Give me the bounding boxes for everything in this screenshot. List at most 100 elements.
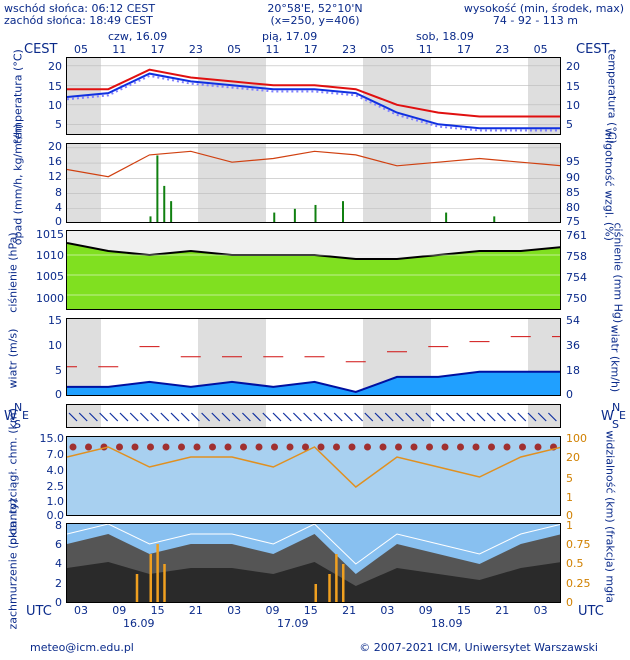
- wind-arrow: [333, 412, 343, 422]
- wind-arrow: [517, 412, 527, 422]
- precip-tick-3: 12: [48, 170, 62, 183]
- winddir-chart: [68, 412, 557, 422]
- compass-e-right: E: [619, 409, 626, 422]
- hour-tick-bottom: 21: [188, 604, 203, 617]
- wind-arrow: [109, 412, 119, 422]
- hour-tick-top: 23: [188, 43, 203, 56]
- hour-tick-bottom: 15: [150, 604, 165, 617]
- precip-panel: [66, 143, 561, 223]
- wind-arrow: [78, 412, 88, 422]
- rh-tick-2: 90: [566, 171, 580, 184]
- hour-tick-top: 11: [418, 43, 433, 56]
- hour-tick-bottom: 03: [74, 604, 88, 617]
- cloudcover-panel: [66, 523, 561, 603]
- wind-arrow: [313, 412, 323, 422]
- wind-arrow: [129, 412, 139, 422]
- compass-w-left: W: [4, 409, 17, 424]
- vis-ylabel-right: widzialność (km): [603, 430, 617, 523]
- date-bottom-2: 17.09: [277, 617, 309, 630]
- contact-email[interactable]: meteo@icm.edu.pl: [30, 641, 134, 654]
- cb-tick-1: 15.0: [39, 432, 65, 445]
- wind-arrow: [547, 412, 557, 422]
- wind-chart: [67, 336, 560, 395]
- wind-arrow: [190, 412, 200, 422]
- cloudcover-chart: [67, 524, 560, 602]
- cloud-top-dot: [240, 443, 247, 451]
- winddir-panel: [66, 404, 561, 428]
- cloud-top-dot: [85, 443, 92, 451]
- wind-arrow: [354, 412, 364, 422]
- coords-label: 20°58'E, 52°10'N: [267, 2, 363, 15]
- press-tick-4: 1000: [36, 292, 64, 305]
- wind-arrow: [537, 412, 547, 422]
- wind-arrow: [292, 412, 302, 422]
- wind-arrow: [180, 412, 190, 422]
- cloudbase-panel: [66, 436, 561, 516]
- hour-tick-top: 17: [457, 43, 471, 56]
- hour-tick-top: 05: [227, 43, 242, 56]
- compass-s-left: S: [14, 418, 21, 431]
- night-band: [362, 405, 432, 427]
- cloud-top-dot: [271, 443, 278, 451]
- wind-arrow: [88, 412, 98, 422]
- wind-arrow: [527, 412, 537, 422]
- cloud-top-dot: [193, 443, 201, 451]
- wind-arrow: [323, 412, 333, 422]
- cc-tick-5: 0: [55, 596, 62, 609]
- vis-tick-2: 20: [566, 451, 580, 464]
- grid-label: (x=250, y=406): [270, 14, 360, 27]
- rh-tick-4: 80: [566, 201, 580, 214]
- fog-bar: [135, 574, 139, 602]
- wind-arrow: [415, 412, 425, 422]
- cloud-top-dot: [503, 443, 511, 451]
- wind-arrow: [435, 412, 445, 422]
- height-label: wysokość (min, środek, max): [463, 2, 624, 15]
- height-values: 74 - 92 - 113 m: [492, 14, 578, 27]
- hour-tick-top: 17: [150, 43, 165, 56]
- tz-top-left: CEST: [24, 42, 58, 57]
- press-tick-r2: 758: [566, 250, 587, 263]
- wind-arrow: [231, 412, 241, 422]
- hour-tick-top: 11: [265, 43, 280, 56]
- night-band: [67, 405, 102, 427]
- cloud-top-dot: [178, 443, 185, 451]
- press-tick-r3: 754: [566, 271, 587, 284]
- wind-tick-r3: 18: [566, 364, 580, 377]
- wind-arrow: [211, 412, 221, 422]
- rh-tick-1: 95: [566, 155, 580, 168]
- pressure-panel: [66, 230, 561, 310]
- wind-tick-4: 0: [55, 388, 62, 401]
- precip-tick-5: 4: [55, 201, 62, 214]
- cloud-top-dot: [317, 443, 325, 451]
- wind-arrow: [384, 412, 394, 422]
- cloud-top-dot: [395, 443, 402, 451]
- compass-n-right: N: [612, 401, 621, 414]
- precip-bar: [149, 216, 152, 222]
- fog-bar: [335, 554, 338, 602]
- wind-arrow: [405, 412, 415, 422]
- fog-bar: [314, 584, 317, 602]
- hour-tick-bottom: 09: [112, 604, 127, 617]
- precip-tick-2: 16: [48, 155, 62, 168]
- fog-tick-5: 0: [566, 596, 573, 609]
- pressure-area: [67, 243, 560, 309]
- cb-tick-2: 7.0: [46, 448, 65, 461]
- wind-arrow: [68, 412, 78, 422]
- wind-arrow: [282, 412, 292, 422]
- wind-line: [67, 370, 560, 394]
- fog-bar: [342, 564, 345, 602]
- press-tick-3: 1005: [36, 270, 64, 283]
- wind-arrow: [221, 412, 231, 422]
- cloud-top-dot: [131, 443, 139, 451]
- cloud-top-dot: [116, 443, 123, 451]
- vis-tick-5: 0: [566, 509, 573, 522]
- wind-tick-2: 10: [48, 339, 62, 352]
- hour-tick-bottom: 03: [533, 604, 548, 617]
- precip-bar: [445, 212, 448, 222]
- temp-tick-4: 5: [55, 118, 62, 131]
- wind-tick-r2: 36: [566, 339, 580, 352]
- cloud-top-dot: [302, 443, 309, 451]
- hour-tick-bottom: 03: [380, 604, 395, 617]
- cb-tick-3: 4.0: [46, 464, 65, 477]
- fog-tick-3: 0.5: [566, 557, 584, 570]
